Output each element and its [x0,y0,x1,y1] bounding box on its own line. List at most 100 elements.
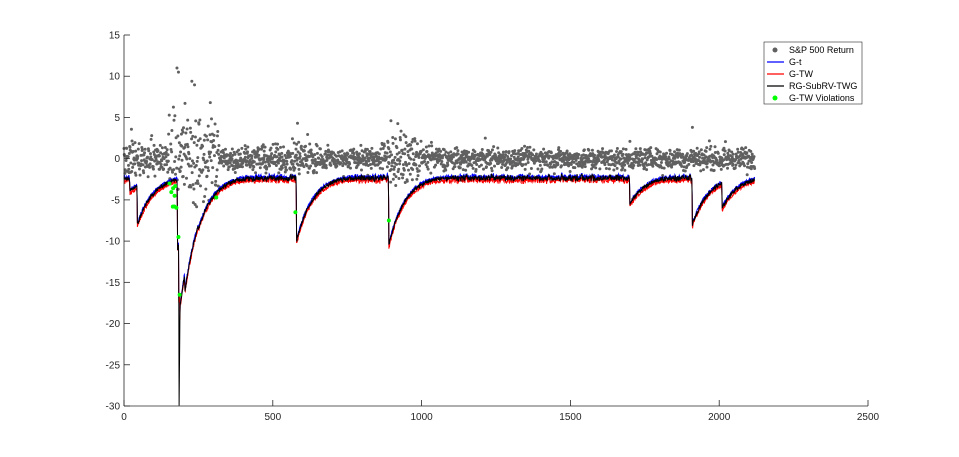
sp500-return-point [394,183,398,187]
sp500-return-point [212,133,216,137]
sp500-return-point [722,146,726,150]
sp500-return-point [670,165,674,169]
sp500-return-point [426,160,430,164]
sp500-return-point [391,177,395,181]
sp500-return-point [201,200,205,204]
legend-marker [772,95,778,101]
sp500-return-point [189,164,193,168]
y-tick-label: 10 [109,72,121,83]
sp500-return-point [464,168,468,172]
sp500-return-point [685,152,689,156]
sp500-return-point [644,161,648,165]
sp500-return-point [140,147,144,151]
sp500-return-point [275,155,279,159]
sp500-return-point [156,149,160,153]
sp500-return-point [411,167,415,171]
sp500-return-point [206,138,210,142]
sp500-return-point [140,159,144,163]
sp500-return-point [442,148,446,152]
sp500-return-point [516,155,520,159]
sp500-return-point [661,173,665,177]
sp500-return-point [413,137,417,141]
sp500-return-point [401,176,405,180]
sp500-return-point [136,155,140,159]
sp500-return-point [529,166,533,170]
sp500-return-point [284,168,288,172]
sp500-return-point [137,167,141,171]
sp500-return-point [253,150,257,154]
sp500-return-point [736,147,740,151]
sp500-return-point [569,163,573,167]
sp500-return-point [410,178,414,182]
sp500-return-point [231,164,235,168]
sp500-return-point [190,137,194,141]
sp500-return-point [540,152,544,156]
sp500-return-point [208,155,212,159]
sp500-return-point [568,169,572,173]
sp500-return-point [693,157,697,161]
sp500-return-point [415,167,419,171]
sp500-return-point [750,161,754,165]
sp500-return-point [713,151,717,155]
sp500-return-point [723,140,727,144]
sp500-return-point [311,155,315,159]
sp500-return-point [538,159,542,163]
sp500-return-point [413,139,417,143]
sp500-return-point [150,158,154,162]
sp500-return-point [415,150,419,154]
sp500-return-point [497,151,501,155]
sp500-return-point [149,155,153,159]
sp500-return-point [450,157,454,161]
sp500-return-point [398,135,402,139]
sp500-return-point [619,157,623,161]
sp500-return-point [532,161,536,165]
sp500-return-point [449,150,453,154]
g-tw-violation-point [172,193,177,198]
sp500-return-point [299,144,303,148]
sp500-return-point [192,141,196,145]
sp500-return-point [601,151,605,155]
sp500-return-point [208,133,212,137]
sp500-return-point [293,166,297,170]
sp500-return-point [402,168,406,172]
x-tick-label: 2500 [857,412,880,423]
sp500-return-point [209,117,213,121]
sp500-return-point [226,168,230,172]
sp500-return-point [548,162,552,166]
sp500-return-point [492,145,496,149]
sp500-return-point [171,170,175,174]
sp500-return-point [749,165,753,169]
sp500-return-point [196,182,200,186]
sp500-return-point [572,160,576,164]
g-tw-violation-point [173,184,178,189]
sp500-return-point [414,163,418,167]
sp500-return-point [240,146,244,150]
sp500-return-point [503,155,507,159]
sp500-return-point [223,147,227,151]
sp500-return-point [221,151,225,155]
sp500-return-point [359,168,363,172]
sp500-return-point [626,161,630,165]
sp500-return-point [215,134,219,138]
sp500-return-point [340,149,344,153]
sp500-return-point [640,160,644,164]
sp500-return-point [175,66,179,70]
sp500-return-point [434,163,438,167]
sp500-return-point [332,151,336,155]
sp500-return-point [430,144,434,148]
sp500-return-point [172,168,176,172]
sp500-return-point [276,147,280,151]
sp500-return-point [334,154,338,158]
sp500-return-point [722,153,726,157]
sp500-return-point [662,166,666,170]
sp500-return-point [717,164,721,168]
sp500-return-point [194,119,198,123]
sp500-return-point [741,147,745,151]
sp500-return-point [250,156,254,160]
sp500-return-point [215,175,219,179]
sp500-return-point [507,150,511,154]
sp500-return-point [705,165,709,169]
sp500-return-point [581,163,585,167]
sp500-return-point [619,150,623,154]
sp500-return-point [209,159,213,163]
